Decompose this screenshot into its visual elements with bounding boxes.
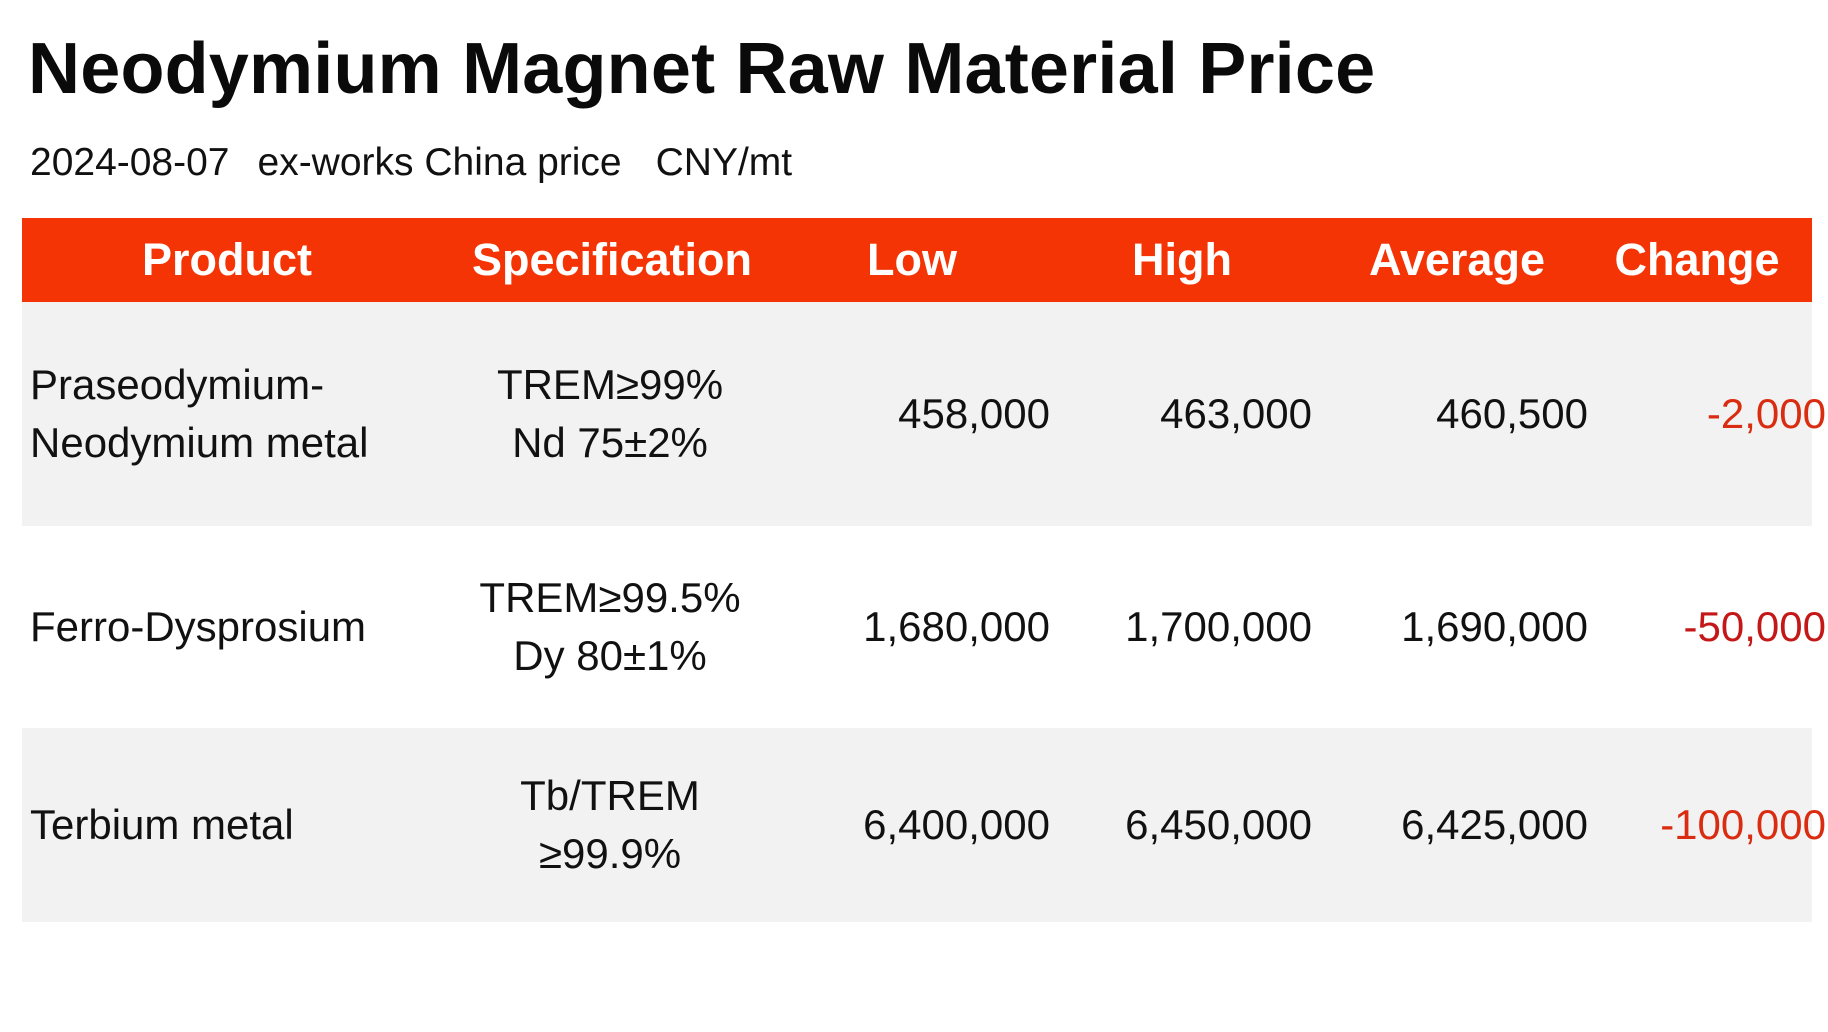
price-description: ex-works China price <box>257 141 622 184</box>
column-header-product: Product <box>141 234 312 285</box>
specification-cell: TREM≥99.5% Dy 80±1% <box>430 526 790 728</box>
column-header-high: High <box>1132 234 1232 285</box>
column-header-average: Average <box>1369 234 1545 285</box>
page-title: Neodymium Magnet Raw Material Price <box>28 29 1376 109</box>
table-header: Product Specification Low High Average C… <box>22 218 1812 302</box>
specification-line: ≥99.9% <box>538 830 682 877</box>
low-price-cell: 1,680,000 <box>863 603 1050 650</box>
high-price-cell: 463,000 <box>1160 390 1312 437</box>
product-name-line: Terbium metal <box>30 801 294 848</box>
column-header-low: Low <box>867 234 957 285</box>
subtitle: 2024-08-07 ex-works China price CNY/mt <box>30 138 792 188</box>
high-price-cell: 6,450,000 <box>1125 801 1312 848</box>
low-price-cell: 6,400,000 <box>863 801 1050 848</box>
price-change-cell: -50,000 <box>1683 603 1826 650</box>
table-row: Ferro-Dysprosium TREM≥99.5% Dy 80±1% 1,6… <box>22 526 1826 728</box>
low-price-cell: 458,000 <box>898 390 1050 437</box>
table-row: Terbium metal Tb/TREM ≥99.9% 6,400,000 6… <box>22 728 1826 922</box>
product-cell: Ferro-Dysprosium <box>30 526 430 728</box>
high-price-cell: 1,700,000 <box>1125 603 1312 650</box>
specification-line: Tb/TREM <box>520 772 700 819</box>
product-name-line: Praseodymium- <box>30 361 325 408</box>
specification-line: Dy 80±1% <box>513 632 707 679</box>
average-price-cell: 460,500 <box>1436 390 1588 437</box>
price-change-cell: -100,000 <box>1660 801 1826 848</box>
specification-cell: Tb/TREM ≥99.9% <box>430 728 790 922</box>
average-price-cell: 1,690,000 <box>1401 603 1588 650</box>
price-date: 2024-08-07 <box>30 141 230 184</box>
product-cell: Terbium metal <box>30 728 430 922</box>
price-change-cell: -2,000 <box>1706 390 1826 437</box>
specification-line: TREM≥99.5% <box>479 574 741 621</box>
table-row: Praseodymium- Neodymium metal TREM≥99% N… <box>22 302 1826 526</box>
price-unit: CNY/mt <box>655 141 793 184</box>
price-table: Product Specification Low High Average C… <box>22 218 1826 922</box>
average-price-cell: 6,425,000 <box>1401 801 1588 848</box>
column-header-change: Change <box>1614 234 1780 285</box>
product-cell: Praseodymium- Neodymium metal <box>30 302 430 526</box>
specification-line: Nd 75±2% <box>512 419 708 466</box>
product-name-line: Neodymium metal <box>30 419 369 466</box>
specification-line: TREM≥99% <box>496 361 724 408</box>
specification-cell: TREM≥99% Nd 75±2% <box>430 302 790 526</box>
column-header-specification: Specification <box>471 234 753 285</box>
product-name-line: Ferro-Dysprosium <box>30 603 367 650</box>
